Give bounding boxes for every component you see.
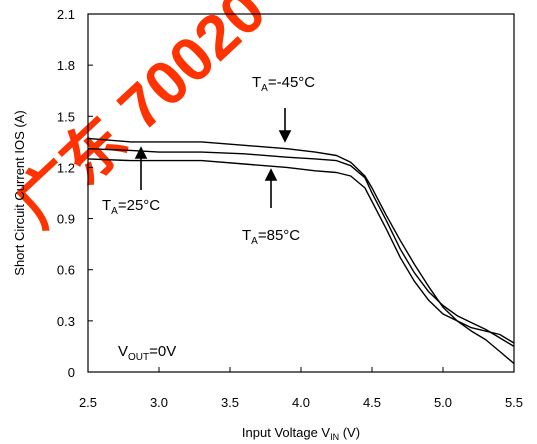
arrow-t25-head (134, 146, 148, 159)
series-line-1 (87, 137, 515, 365)
label-t25: TA=25°C (102, 197, 160, 217)
x-tick-label-1: 3.0 (150, 395, 168, 410)
series-layer (87, 137, 515, 365)
arrow-t85-head (264, 168, 278, 181)
ticks-layer: 2.5 3.0 3.5 4.0 4.5 5.0 5.5 0 0.3 0.6 0.9 1.2 1.5 1.8… (57, 7, 523, 410)
x-tick-label-6: 5.5 (505, 395, 523, 410)
label-t45: TA=-45°C (252, 74, 315, 94)
arrow-t45-head (278, 130, 292, 143)
y-tick-label-3: 0.9 (57, 212, 75, 227)
annotation-arrows (134, 108, 292, 208)
series-line-2 (87, 148, 515, 348)
y-tick-label-2: 0.6 (57, 263, 75, 278)
x-axis-title: Input Voltage VIN (V) (242, 425, 360, 442)
label-vout: VOUT=0V (118, 343, 176, 363)
x-tick-label-2: 3.5 (221, 395, 239, 410)
y-tick-label-5: 1.5 (57, 109, 75, 124)
x-tick-label-0: 2.5 (79, 395, 97, 410)
y-tick-label-7: 2.1 (57, 7, 75, 22)
y-tick-label-0: 0 (68, 365, 75, 380)
x-tick-label-5: 5.0 (434, 395, 452, 410)
y-tick-label-6: 1.8 (57, 58, 75, 73)
x-tick-label-3: 4.0 (292, 395, 310, 410)
y-tick-label-1: 0.3 (57, 314, 75, 329)
label-t85: TA=85°C (242, 227, 300, 247)
series-line-3 (87, 158, 515, 344)
y-tick-label-4: 1.2 (57, 160, 75, 175)
x-tick-label-4: 4.5 (363, 395, 381, 410)
y-axis-title: Short Circuit Current IOS (A) (12, 110, 27, 275)
